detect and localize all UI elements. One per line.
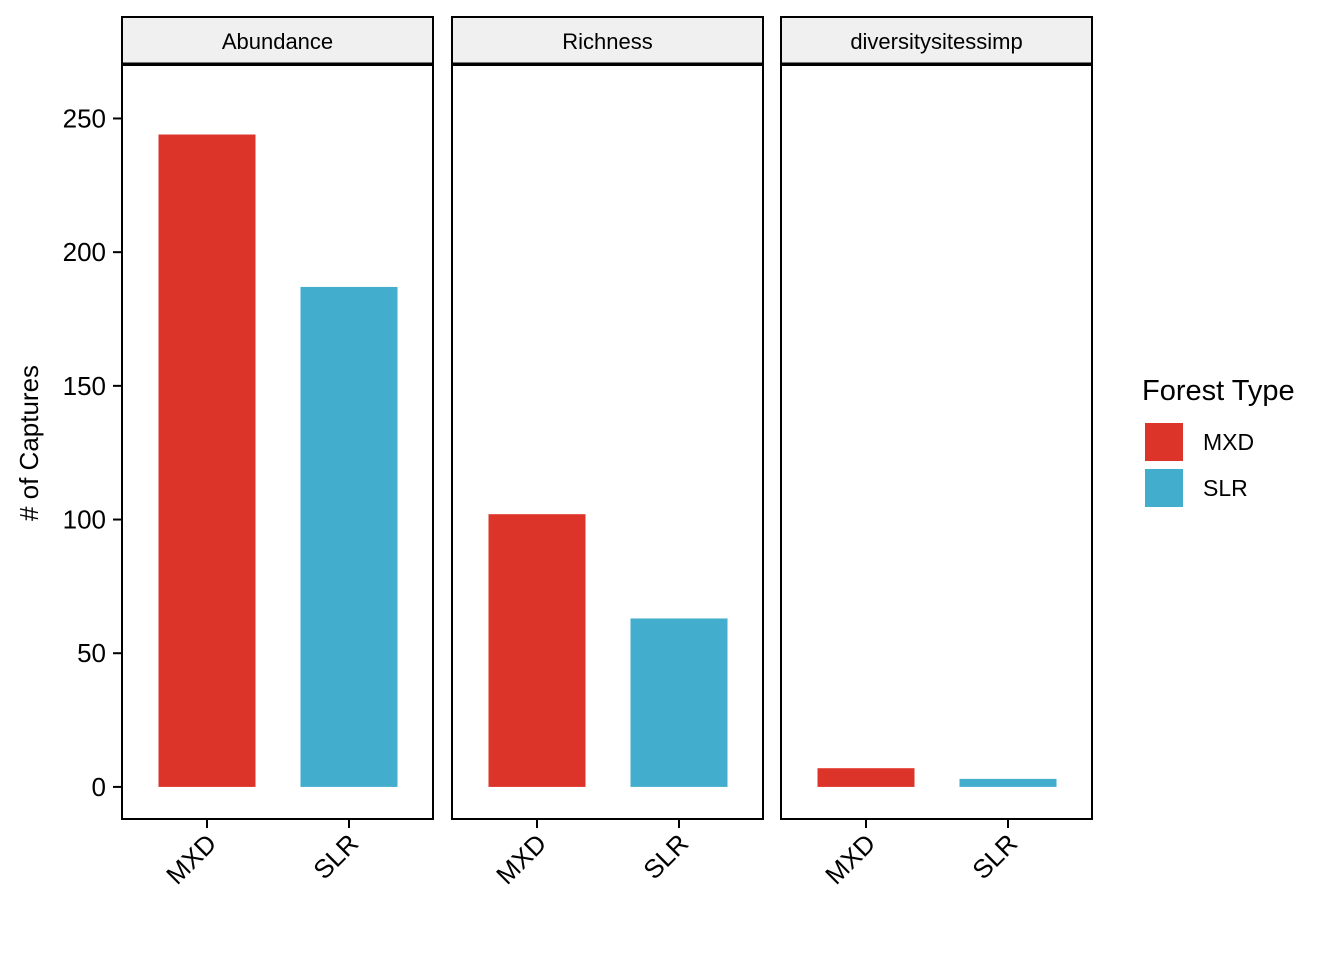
facet-strip-label: Richness bbox=[562, 29, 652, 54]
y-tick-label: 250 bbox=[63, 103, 106, 133]
bar-mxd bbox=[817, 768, 915, 787]
bar-mxd bbox=[488, 514, 586, 787]
y-tick-label: 150 bbox=[63, 371, 106, 401]
y-tick-label: 0 bbox=[92, 772, 106, 802]
legend-label: SLR bbox=[1203, 475, 1248, 501]
legend: Forest Type MXD SLR bbox=[1142, 375, 1295, 507]
y-tick-label: 50 bbox=[77, 638, 106, 668]
facet-strip bbox=[121, 16, 434, 65]
x-tick-label: SLR bbox=[307, 828, 364, 885]
facets-layer: MXD SLR Abundance MXD SLR Richness MXD SLR diver… bbox=[121, 16, 1093, 890]
facet-panel: MXD SLR diversitysitessimp bbox=[780, 16, 1093, 890]
facet-strip-label: diversitysitessimp bbox=[850, 29, 1022, 54]
y-axis-title: # of Captures bbox=[14, 365, 44, 521]
facet-panel: MXD SLR Abundance bbox=[121, 16, 434, 890]
y-tick-label: 100 bbox=[63, 505, 106, 535]
x-tick-label: SLR bbox=[637, 828, 694, 885]
legend-title: Forest Type bbox=[1142, 375, 1295, 407]
panel-background bbox=[781, 65, 1092, 819]
x-tick-label: MXD bbox=[160, 828, 222, 890]
legend-label: MXD bbox=[1203, 429, 1254, 455]
facet-strip bbox=[451, 16, 764, 65]
x-tick-label: SLR bbox=[966, 828, 1023, 885]
y-axis: 0 50 100 150 200 250 bbox=[63, 103, 122, 802]
legend-key-mxd bbox=[1145, 423, 1183, 461]
bar-mxd bbox=[158, 134, 256, 787]
bar-slr bbox=[959, 778, 1057, 787]
facet-strip-label: Abundance bbox=[222, 29, 333, 54]
facet-panel: MXD SLR Richness bbox=[451, 16, 764, 890]
legend-key-slr bbox=[1145, 469, 1183, 507]
bar-slr bbox=[300, 286, 398, 787]
facet-strip bbox=[780, 16, 1093, 65]
x-tick-label: MXD bbox=[819, 828, 881, 890]
x-tick-label: MXD bbox=[490, 828, 552, 890]
y-tick-label: 200 bbox=[63, 237, 106, 267]
bar-slr bbox=[630, 618, 728, 787]
